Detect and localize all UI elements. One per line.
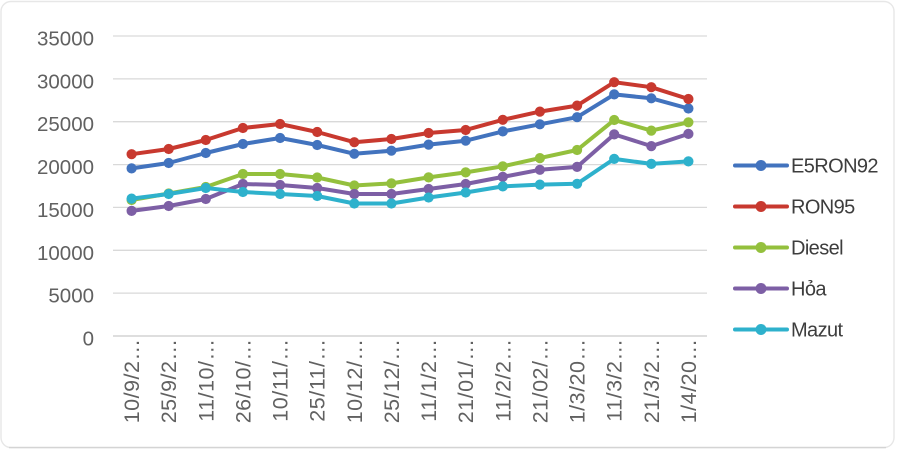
svg-text:15000: 15000 [37,199,94,222]
svg-text:5000: 5000 [48,285,94,308]
svg-text:10/11/…: 10/11/… [269,339,293,422]
svg-text:11/1/2…: 11/1/2… [417,339,441,422]
svg-text:11/3/2…: 11/3/2… [603,339,627,422]
svg-text:21/02/…: 21/02/… [528,339,552,424]
svg-text:Diesel: Diesel [791,238,843,260]
svg-text:25/11/…: 25/11/… [306,339,330,422]
svg-text:Hỏa: Hỏa [791,279,827,301]
svg-text:10000: 10000 [37,242,94,265]
svg-text:Mazut: Mazut [791,320,844,342]
svg-text:11/2/2…: 11/2/2… [491,339,515,422]
svg-text:1/3/20…: 1/3/20… [566,339,590,424]
svg-text:25/12/…: 25/12/… [380,339,404,424]
svg-text:25/9/2…: 25/9/2… [157,339,181,424]
svg-text:RON95: RON95 [791,197,855,219]
svg-text:0: 0 [83,328,94,351]
svg-text:10/9/2…: 10/9/2… [120,339,144,424]
svg-text:25000: 25000 [37,113,94,136]
svg-text:10/12/…: 10/12/… [343,339,367,424]
svg-text:11/10/…: 11/10/… [194,339,218,422]
svg-text:30000: 30000 [37,70,94,93]
svg-text:E5RON92: E5RON92 [791,156,878,178]
svg-text:1/4/20…: 1/4/20… [677,339,701,424]
svg-text:20000: 20000 [37,156,94,179]
svg-text:21/3/2…: 21/3/2… [640,339,664,424]
svg-text:26/10/…: 26/10/… [231,339,255,424]
svg-text:21/01/…: 21/01/… [454,339,478,424]
svg-text:35000: 35000 [37,28,94,51]
